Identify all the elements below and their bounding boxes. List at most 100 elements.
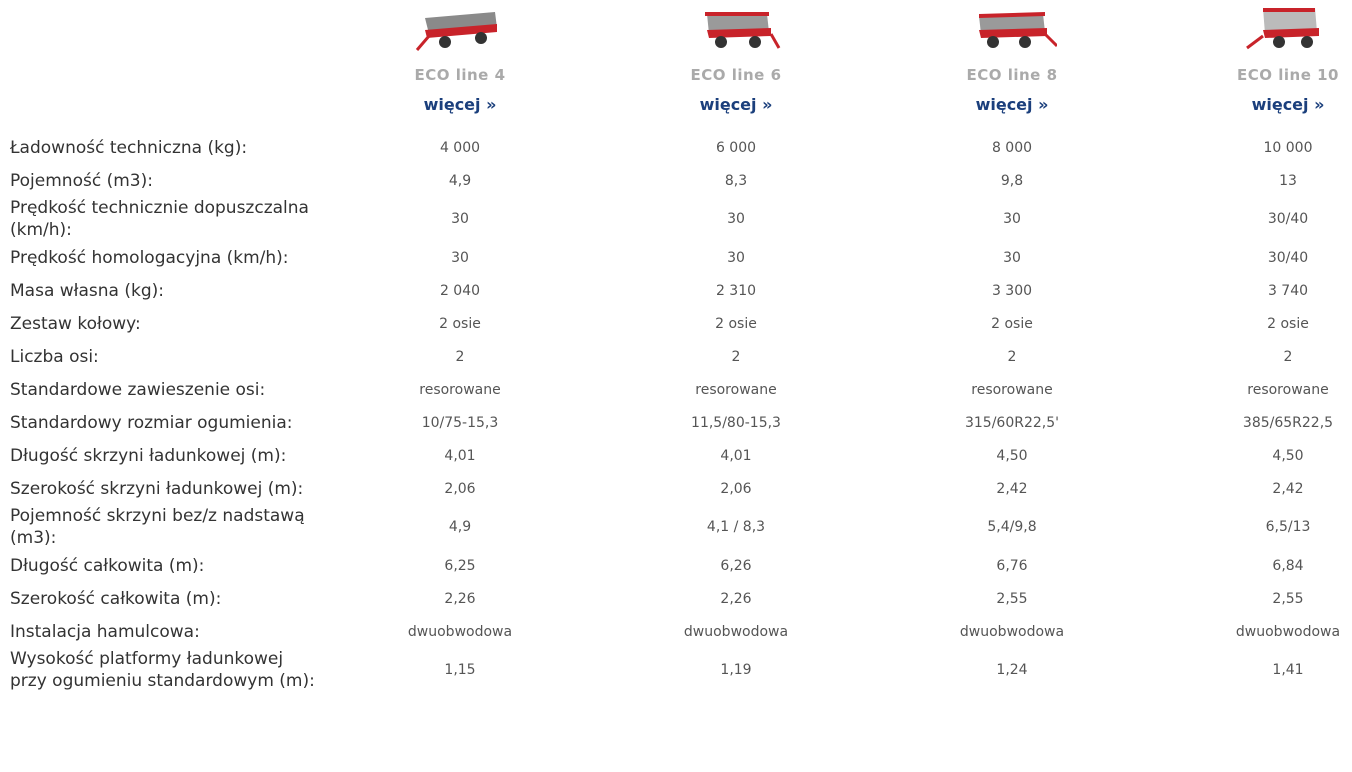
product: ECO line 8 więcej » — [874, 0, 1150, 131]
page: html, body { margin: 0; padding: 0; widt… — [0, 0, 1352, 772]
spec-value: 30 — [322, 241, 598, 274]
product-name: ECO line 6 — [598, 66, 874, 86]
spec-value: 6,76 — [874, 549, 1150, 582]
spec-value: resorowane — [874, 373, 1150, 406]
product-name: ECO line 8 — [874, 66, 1150, 86]
product-image — [415, 4, 505, 56]
spec-value: 8,3 — [598, 164, 874, 197]
spec-label: Standardowe zawieszenie osi: — [0, 373, 322, 406]
spec-value: 6,26 — [598, 549, 874, 582]
spec-value: 2,42 — [1150, 472, 1352, 505]
more-link[interactable]: więcej » — [1252, 95, 1325, 114]
spec-value: 30/40 — [1150, 197, 1352, 241]
spec-label: Szerokość całkowita (m): — [0, 582, 322, 615]
product-image — [1243, 4, 1333, 56]
more-link[interactable]: więcej » — [700, 95, 773, 114]
spec-value: 2,06 — [598, 472, 874, 505]
more-link[interactable]: więcej » — [976, 95, 1049, 114]
spec-value: 4,9 — [322, 164, 598, 197]
spec-value: 2,55 — [1150, 582, 1352, 615]
spec-value: 6,25 — [322, 549, 598, 582]
body: {"products":[ {"name":"ECO line 4","more… — [0, 0, 1352, 772]
product-name: ECO line 4 — [322, 66, 598, 86]
spec-value: 4,01 — [598, 439, 874, 472]
product-name: ECO line 10 — [1150, 66, 1352, 86]
spec-value: 2 310 — [598, 274, 874, 307]
product-image — [967, 4, 1057, 56]
spec-value: 4,50 — [874, 439, 1150, 472]
spec-value: 2 osie — [598, 307, 874, 340]
spec-value: 6,5/13 — [1150, 505, 1352, 549]
header-row: ECO line 4 więcej » ECO line 6 więcej » … — [0, 0, 1352, 131]
spec-label: Liczba osi: — [0, 340, 322, 373]
spec-value: 30 — [598, 241, 874, 274]
spec-label: Pojemność skrzyni bez/z nadstawą (m3): — [0, 505, 322, 549]
spec-value: 10 000 — [1150, 131, 1352, 164]
spec-label: Ładowność techniczna (kg): — [0, 131, 322, 164]
spec-value: dwuobwodowa — [598, 615, 874, 648]
spec-label: Prędkość homologacyjna (km/h): — [0, 241, 322, 274]
product-image — [691, 4, 781, 56]
spec-value: 2 osie — [1150, 307, 1352, 340]
spec-value: 30 — [874, 197, 1150, 241]
spec-value: 1,15 — [322, 648, 598, 692]
spec-value: 4,01 — [322, 439, 598, 472]
spec-value: 10/75-15,3 — [322, 406, 598, 439]
spec-value: dwuobwodowa — [874, 615, 1150, 648]
spec-value: 2,26 — [598, 582, 874, 615]
spec-label: Prędkość technicznie dopuszczalna (km/h)… — [0, 197, 322, 241]
spec-value: 2 — [874, 340, 1150, 373]
spec-value: dwuobwodowa — [322, 615, 598, 648]
spec-value: 9,8 — [874, 164, 1150, 197]
spec-value: 315/60R22,5' — [874, 406, 1150, 439]
spec-label: Instalacja hamulcowa: — [0, 615, 322, 648]
spec-value: 8 000 — [874, 131, 1150, 164]
comparison-table: ECO line 4 więcej » ECO line 6 więcej » … — [0, 0, 1352, 692]
spec-value: 6,84 — [1150, 549, 1352, 582]
more-link[interactable]: więcej » — [424, 95, 497, 114]
header-empty — [0, 0, 322, 131]
spec-value: dwuobwodowa — [1150, 615, 1352, 648]
spec-value: 2,42 — [874, 472, 1150, 505]
spec-value: 1,19 — [598, 648, 874, 692]
spec-value: 1,41 — [1150, 648, 1352, 692]
spec-value: 2,26 — [322, 582, 598, 615]
spec-label: Masa własna (kg): — [0, 274, 322, 307]
spec-value: 30 — [874, 241, 1150, 274]
spec-value: 4,1 / 8,3 — [598, 505, 874, 549]
spec-value: 2 — [1150, 340, 1352, 373]
spec-label: Pojemność (m3): — [0, 164, 322, 197]
spec-row: Pojemność skrzyni bez/z nadstawą (m3):4,… — [0, 505, 1352, 549]
spec-label: Szerokość skrzyni ładunkowej (m): — [0, 472, 322, 505]
spec-value: 5,4/9,8 — [874, 505, 1150, 549]
spec-value: 4,9 — [322, 505, 598, 549]
spec-value: 3 300 — [874, 274, 1150, 307]
spec-value: 30/40 — [1150, 241, 1352, 274]
spec-label: Zestaw kołowy: — [0, 307, 322, 340]
spec-label: Długość skrzyni ładunkowej (m): — [0, 439, 322, 472]
spec-value: resorowane — [598, 373, 874, 406]
spec-value: resorowane — [322, 373, 598, 406]
product: ECO line 10 więcej » — [1150, 0, 1352, 131]
spec-value: 3 740 — [1150, 274, 1352, 307]
spec-value: resorowane — [1150, 373, 1352, 406]
spec-value: 11,5/80-15,3 — [598, 406, 874, 439]
spec-value: 2 040 — [322, 274, 598, 307]
spec-value: 4 000 — [322, 131, 598, 164]
spec-value: 1,24 — [874, 648, 1150, 692]
spec-value: 2 osie — [322, 307, 598, 340]
spec-label: Długość całkowita (m): — [0, 549, 322, 582]
spec-value: 2,55 — [874, 582, 1150, 615]
spec-value: 4,50 — [1150, 439, 1352, 472]
